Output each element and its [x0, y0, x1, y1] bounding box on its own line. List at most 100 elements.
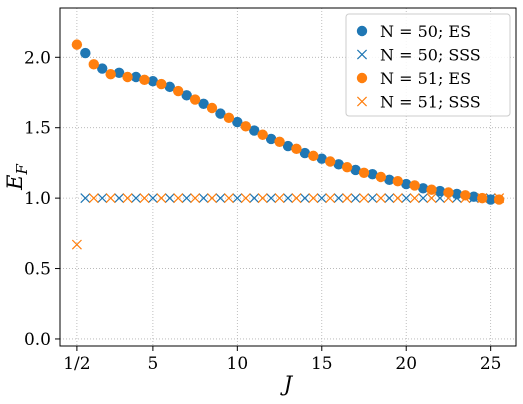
x-tick-label: 10	[227, 354, 249, 374]
data-point-circle	[434, 185, 446, 197]
data-point-x	[181, 193, 192, 204]
data-point-x	[451, 193, 462, 204]
y-axis-label-sub: F	[13, 164, 31, 176]
data-point-x	[443, 193, 454, 204]
legend-box	[345, 13, 511, 117]
data-point-x	[232, 193, 243, 204]
data-point-circle	[265, 133, 277, 145]
y-tick-label: 1.0	[24, 189, 51, 209]
data-point-circle	[122, 71, 133, 83]
data-point-circle	[232, 116, 243, 128]
data-point-circle	[485, 194, 496, 205]
data-point-circle	[333, 159, 344, 170]
data-point-x	[80, 193, 91, 204]
x-tick-label: 25	[480, 354, 502, 374]
data-point-x	[325, 193, 336, 204]
y-tick-label: 0.5	[24, 260, 51, 280]
data-point-circle	[325, 156, 336, 167]
data-point-circle	[401, 178, 412, 190]
series-3	[71, 193, 505, 250]
data-point-circle	[426, 184, 437, 195]
data-point-circle	[156, 78, 167, 90]
data-point-circle	[240, 121, 251, 132]
data-point-circle	[493, 194, 505, 205]
x-tick-label: 5	[147, 354, 158, 374]
data-point-circle	[257, 129, 268, 140]
data-point-x	[477, 193, 488, 204]
data-point-x	[257, 193, 268, 204]
data-point-x	[291, 193, 302, 204]
data-point-x	[139, 193, 150, 204]
data-point-x	[190, 193, 201, 204]
data-point-x	[494, 193, 505, 204]
legend-entry: N = 50; SSS	[356, 46, 481, 65]
data-point-circle	[316, 153, 327, 164]
data-point-circle	[130, 71, 142, 83]
legend-circle-marker	[356, 72, 368, 84]
data-point-circle	[97, 63, 108, 74]
data-point-circle	[460, 190, 471, 201]
data-point-circle	[367, 168, 378, 180]
data-point-x	[468, 193, 479, 204]
data-point-circle	[274, 136, 285, 147]
data-point-circle	[80, 47, 91, 59]
data-point-x	[384, 193, 395, 204]
legend-entry: N = 51; ES	[356, 69, 471, 88]
data-point-circle	[105, 68, 116, 80]
series-0	[80, 47, 496, 205]
legend: N = 50; ES N = 50; SSS N = 51; ES N = 51; S…	[345, 13, 511, 117]
data-point-circle	[206, 102, 218, 114]
y-axis-label: EF	[3, 164, 31, 191]
data-point-x	[156, 193, 167, 204]
legend-label: N = 51; ES	[380, 69, 471, 88]
legend-x-marker	[356, 96, 368, 107]
data-point-x	[342, 193, 353, 204]
data-point-circle	[71, 39, 83, 50]
data-point-x	[282, 193, 294, 204]
data-point-x	[173, 193, 184, 204]
data-point-circle	[350, 164, 361, 176]
data-point-x	[122, 193, 133, 204]
data-point-x	[71, 239, 82, 250]
data-point-circle	[139, 74, 150, 86]
data-point-x	[164, 193, 175, 204]
data-point-circle	[147, 76, 159, 87]
data-point-x	[299, 193, 310, 204]
data-point-x	[375, 193, 386, 204]
data-point-circle	[164, 81, 175, 93]
data-point-x	[426, 193, 437, 204]
x-axis-label: J	[280, 372, 294, 396]
data-point-x	[392, 193, 403, 204]
data-point-x	[147, 193, 158, 204]
data-point-circle	[88, 59, 99, 70]
data-point-circle	[392, 176, 403, 187]
data-point-x	[105, 193, 116, 204]
data-point-x	[485, 193, 496, 204]
data-point-x	[114, 193, 125, 204]
series-1	[80, 193, 496, 204]
data-point-circle	[468, 191, 479, 202]
data-point-circle	[299, 147, 311, 159]
data-point-circle	[173, 85, 184, 97]
data-point-circle	[223, 112, 235, 124]
data-point-circle	[358, 167, 370, 178]
plot-frame	[59, 7, 517, 347]
data-point-circle	[375, 171, 387, 183]
data-point-x	[333, 193, 344, 204]
data-point-x	[367, 193, 378, 204]
data-point-circle	[409, 180, 420, 191]
data-point-x	[409, 193, 420, 204]
data-point-x	[198, 193, 209, 204]
legend-circle-marker	[356, 25, 368, 37]
data-point-circle	[384, 174, 395, 186]
legend-entry: N = 50; ES	[356, 22, 471, 41]
y-axis-label-text: EF	[3, 164, 31, 191]
data-point-x	[88, 193, 99, 204]
data-point-circle	[181, 90, 192, 101]
y-tick-label: 1.5	[24, 119, 51, 139]
y-tick-label: 2.0	[24, 48, 51, 68]
x-tick-label: 1/2	[63, 354, 90, 374]
data-point-circle	[198, 98, 209, 109]
data-point-circle	[451, 188, 463, 200]
